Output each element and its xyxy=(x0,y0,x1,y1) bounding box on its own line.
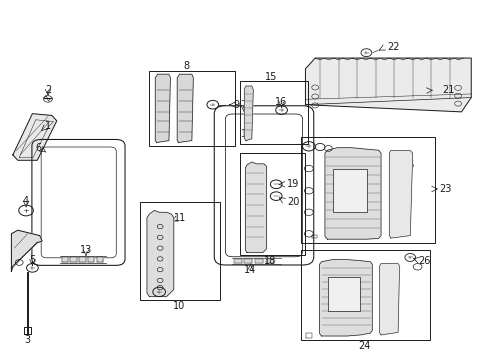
Polygon shape xyxy=(177,74,193,142)
Polygon shape xyxy=(147,211,173,297)
Polygon shape xyxy=(265,258,273,263)
Text: 15: 15 xyxy=(264,72,277,82)
Bar xyxy=(239,81,307,144)
Text: 11: 11 xyxy=(174,213,186,222)
Text: 1: 1 xyxy=(45,121,51,131)
Bar xyxy=(300,137,434,243)
Text: 2: 2 xyxy=(45,85,51,95)
Polygon shape xyxy=(88,257,94,262)
Text: 17: 17 xyxy=(241,129,253,139)
Text: 6: 6 xyxy=(36,143,41,153)
Text: 26: 26 xyxy=(418,256,430,266)
Text: 13: 13 xyxy=(80,245,92,255)
Polygon shape xyxy=(305,58,470,112)
Text: 20: 20 xyxy=(286,197,299,207)
Polygon shape xyxy=(319,260,371,336)
Text: 4: 4 xyxy=(23,196,29,206)
Text: 5: 5 xyxy=(29,255,36,265)
Polygon shape xyxy=(97,257,103,262)
Polygon shape xyxy=(244,86,253,140)
Polygon shape xyxy=(233,258,241,263)
Polygon shape xyxy=(13,114,57,160)
Polygon shape xyxy=(325,148,380,239)
Bar xyxy=(239,153,305,255)
Text: 16: 16 xyxy=(275,97,287,107)
Text: 25: 25 xyxy=(402,159,414,170)
Text: 24: 24 xyxy=(357,341,369,351)
Polygon shape xyxy=(245,162,266,252)
Text: 23: 23 xyxy=(439,184,451,194)
Polygon shape xyxy=(255,258,263,263)
Text: 22: 22 xyxy=(386,42,399,52)
Text: 9: 9 xyxy=(233,100,239,110)
Text: 3: 3 xyxy=(24,334,31,345)
Text: 10: 10 xyxy=(172,301,184,311)
Text: 14: 14 xyxy=(244,265,256,275)
Bar xyxy=(300,250,429,339)
Polygon shape xyxy=(388,150,412,238)
Bar xyxy=(140,202,220,300)
Bar xyxy=(332,169,366,212)
Text: 18: 18 xyxy=(264,256,276,266)
Polygon shape xyxy=(244,258,252,263)
Text: 8: 8 xyxy=(183,61,189,71)
Text: 21: 21 xyxy=(442,85,454,95)
Polygon shape xyxy=(11,230,42,271)
Polygon shape xyxy=(379,264,399,335)
Polygon shape xyxy=(61,257,68,262)
Text: 7: 7 xyxy=(240,100,246,110)
Bar xyxy=(149,71,234,146)
Polygon shape xyxy=(70,257,77,262)
Text: 12: 12 xyxy=(153,278,165,288)
Bar xyxy=(328,277,359,311)
Text: 19: 19 xyxy=(286,179,299,189)
Polygon shape xyxy=(79,257,85,262)
Polygon shape xyxy=(155,74,170,142)
